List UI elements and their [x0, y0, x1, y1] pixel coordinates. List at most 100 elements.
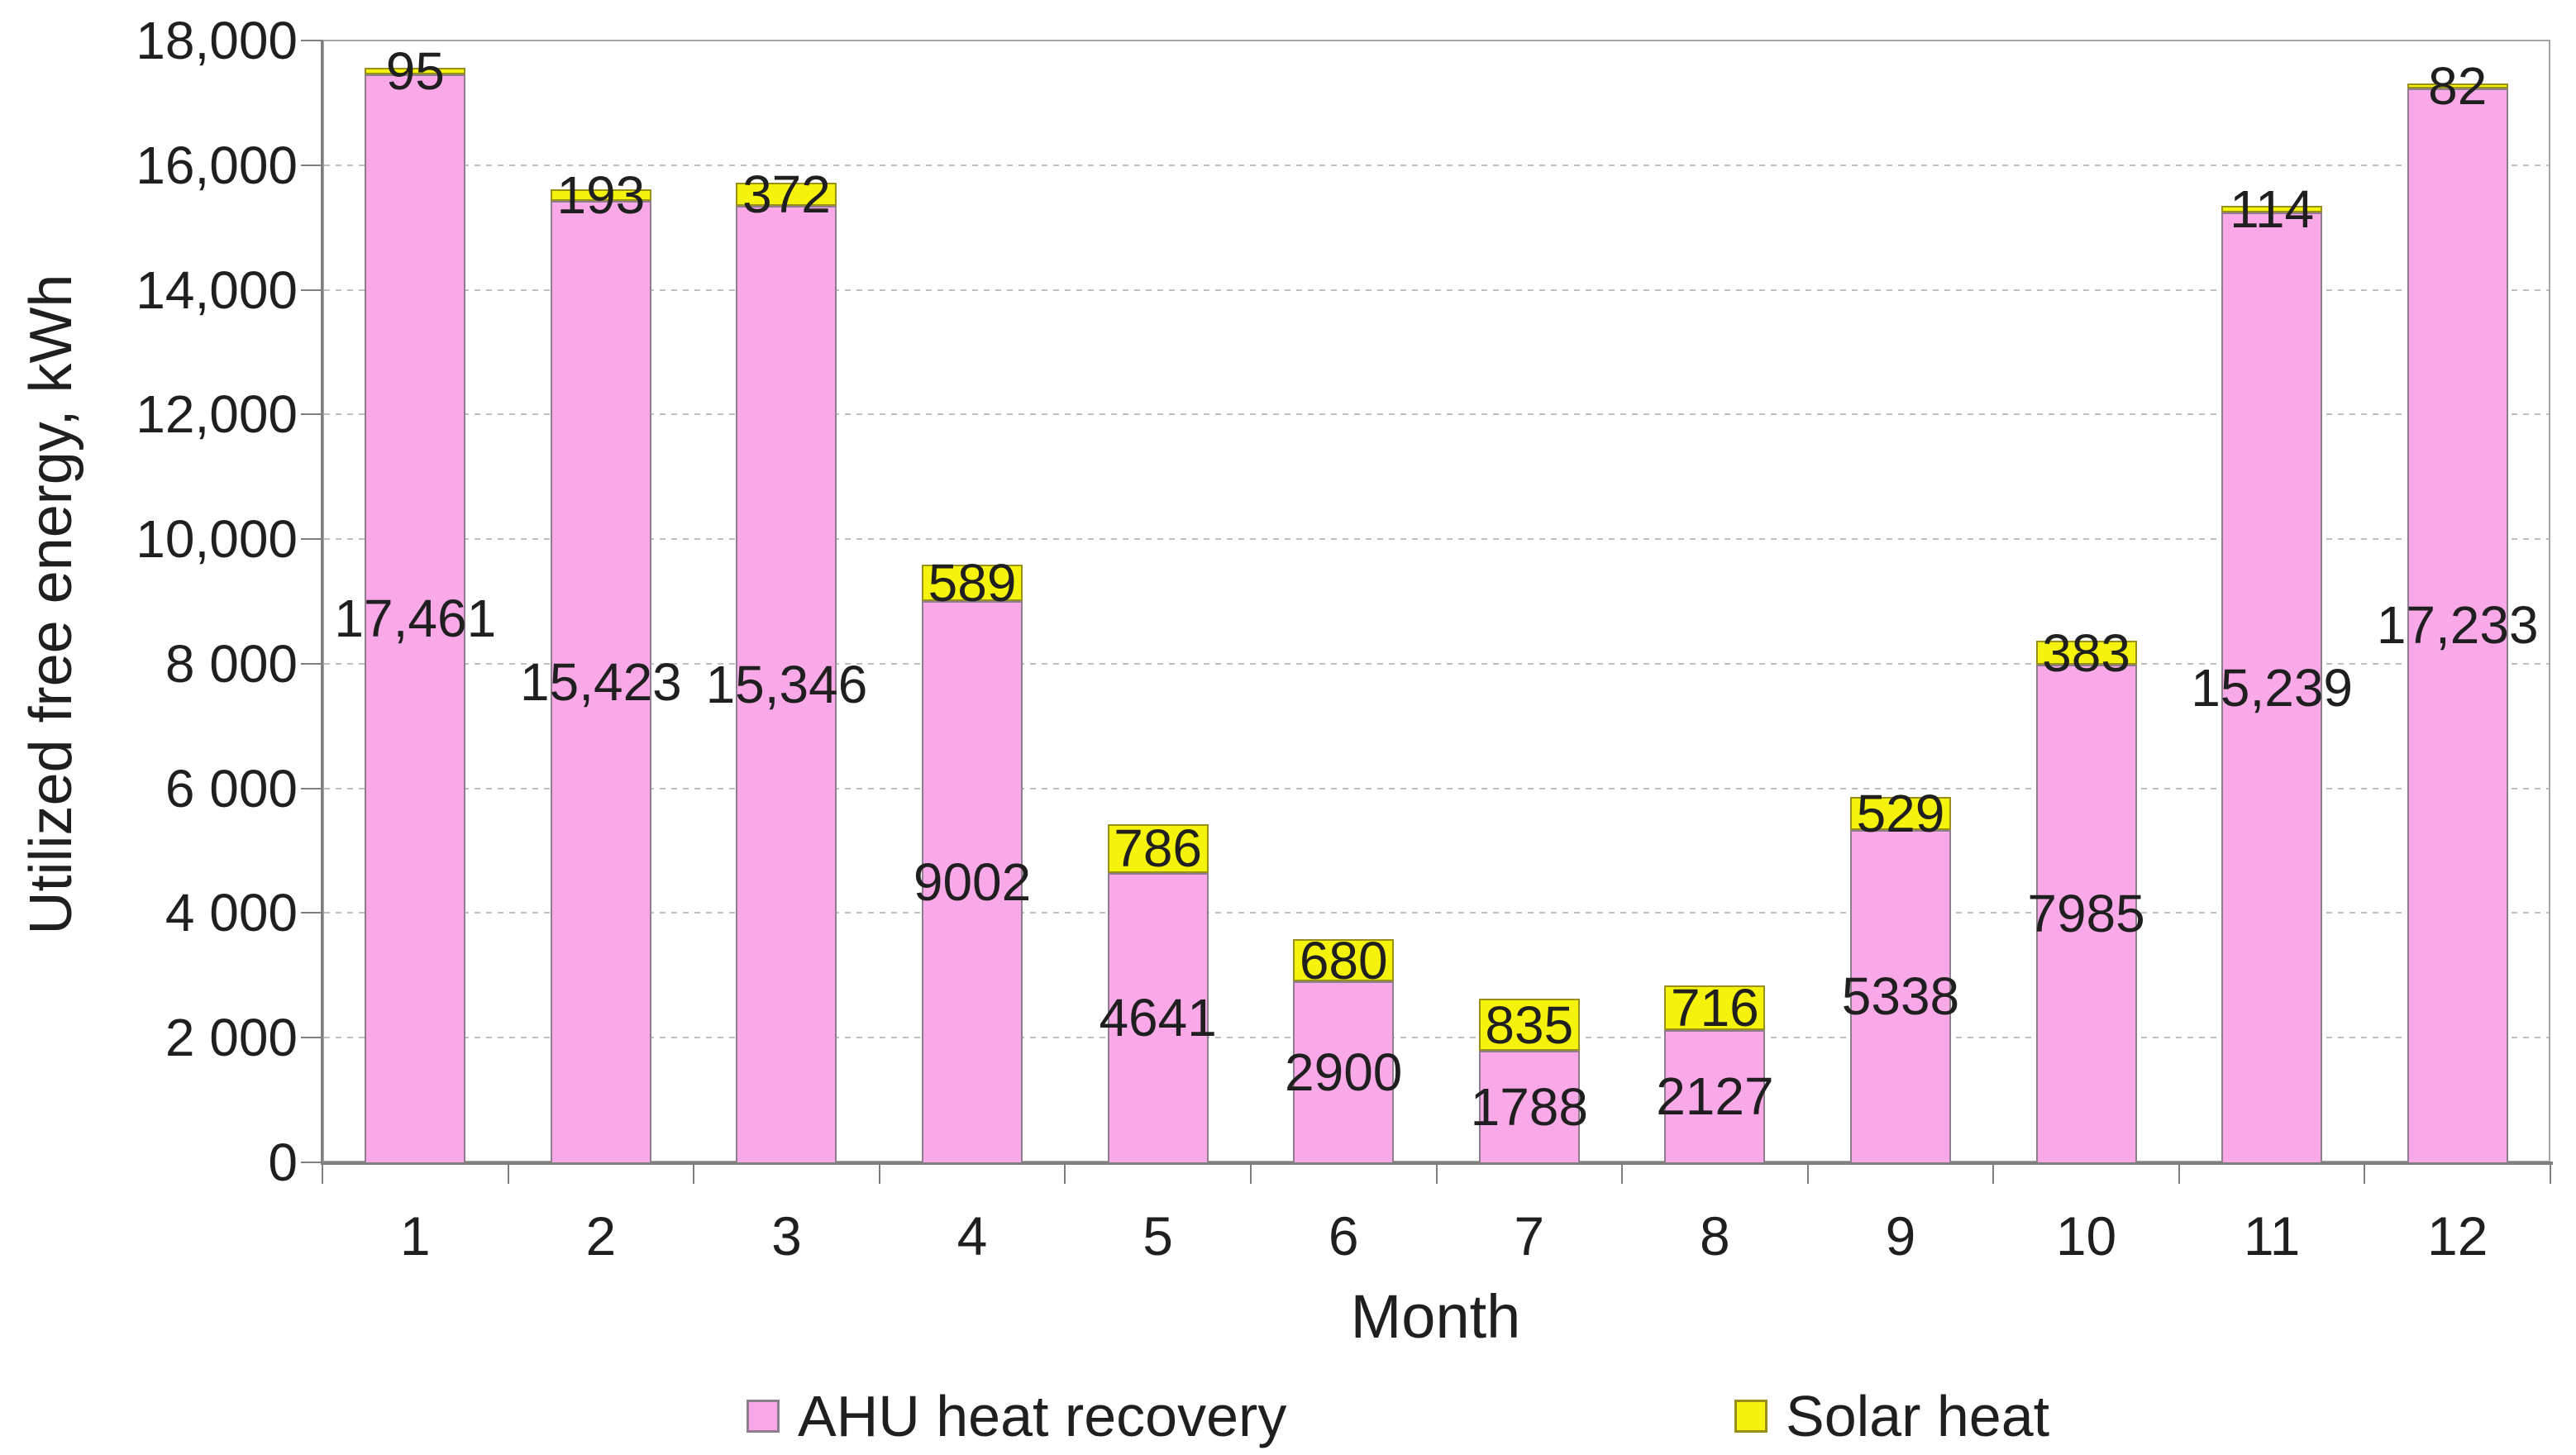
bar-label-solar-month-12: 82 [2428, 55, 2488, 116]
bar-label-ahu-month-3: 15,346 [705, 654, 868, 714]
bar-segment-solar-month-4 [922, 564, 1023, 602]
x-tick-label-month-11: 11 [2243, 1205, 2301, 1267]
bar-label-solar-month-7: 835 [1485, 995, 1574, 1055]
bar-label-solar-month-11: 114 [2230, 179, 2315, 239]
x-tick-boundary-10 [2178, 1164, 2180, 1184]
y-tick-6000 [301, 787, 321, 790]
bar-segment-solar-month-3 [736, 183, 837, 207]
gridline-10000 [324, 538, 2549, 541]
x-tick-boundary-4 [1064, 1164, 1066, 1184]
bar-segment-ahu-month-1 [365, 74, 466, 1162]
bar-segment-ahu-month-12 [2407, 88, 2508, 1162]
y-tick-label-10000: 10,000 [136, 509, 298, 570]
gridline-16000 [324, 164, 2549, 166]
x-tick-boundary-5 [1249, 1164, 1252, 1184]
y-tick-label-8000: 8 000 [165, 633, 298, 694]
bar-label-solar-month-10: 383 [2042, 623, 2130, 683]
x-tick-label-month-7: 7 [1514, 1205, 1545, 1267]
bar-label-ahu-month-1: 17,461 [334, 588, 497, 648]
bar-segment-solar-month-12 [2407, 83, 2508, 88]
x-tick-boundary-3 [878, 1164, 880, 1184]
bar-segment-solar-month-1 [365, 68, 466, 74]
y-tick-10000 [301, 538, 321, 541]
x-tick-label-month-10: 10 [2055, 1205, 2117, 1267]
bar-label-solar-month-1: 95 [385, 41, 445, 102]
legend-swatch-ahu-heat-recovery [747, 1400, 780, 1433]
x-tick-label-month-9: 9 [1885, 1205, 1916, 1267]
plot-area [322, 40, 2550, 1162]
bar-label-ahu-month-9: 5338 [1841, 966, 1960, 1026]
y-tick-8000 [301, 662, 321, 665]
y-tick-18000 [301, 40, 321, 41]
y-tick-12000 [301, 413, 321, 416]
gridline-4000 [324, 912, 2549, 914]
bar-segment-solar-month-5 [1107, 823, 1209, 874]
bar-label-solar-month-2: 193 [556, 165, 646, 225]
legend: AHU heat recovery Solar heat [0, 1379, 2576, 1453]
x-tick-label-month-1: 1 [399, 1205, 431, 1267]
y-tick-0 [301, 1162, 321, 1163]
bar-segment-ahu-month-2 [550, 201, 651, 1162]
x-tick-label-month-6: 6 [1328, 1205, 1359, 1267]
x-tick-boundary-11 [2364, 1164, 2366, 1184]
bar-label-ahu-month-8: 2127 [1656, 1066, 1774, 1126]
bar-segment-solar-month-10 [2035, 641, 2137, 665]
legend-item-ahu-heat-recovery: AHU heat recovery [747, 1387, 1286, 1445]
bar-segment-solar-month-6 [1293, 939, 1395, 982]
bar-label-solar-month-6: 680 [1299, 930, 1388, 990]
x-tick-boundary-7 [1621, 1164, 1624, 1184]
x-tick-label-month-2: 2 [585, 1205, 617, 1267]
x-tick-label-month-5: 5 [1143, 1205, 1173, 1267]
gridline-14000 [324, 289, 2549, 291]
legend-label-ahu-heat-recovery: AHU heat recovery [798, 1384, 1287, 1448]
bar-label-solar-month-9: 529 [1856, 783, 1945, 843]
bar-label-solar-month-5: 786 [1114, 818, 1203, 879]
bar-label-solar-month-8: 716 [1670, 977, 1759, 1038]
bar-segment-ahu-month-9 [1849, 829, 1951, 1162]
y-axis-title: Utilized free energy, kWh [18, 274, 84, 935]
legend-swatch-solar-heat [1734, 1400, 1767, 1433]
legend-label-solar-heat: Solar heat [1786, 1384, 2050, 1448]
x-tick-boundary-1 [507, 1164, 509, 1184]
bar-segment-solar-month-2 [550, 188, 651, 202]
x-tick-boundary-9 [1992, 1164, 1995, 1184]
gridline-8000 [324, 662, 2549, 665]
y-tick-label-14000: 14,000 [136, 260, 298, 320]
y-tick-label-16000: 16,000 [136, 135, 298, 195]
bar-label-ahu-month-6: 2900 [1285, 1042, 1403, 1102]
bar-label-ahu-month-2: 15,423 [520, 651, 682, 712]
bar-label-ahu-month-5: 4641 [1099, 988, 1217, 1048]
x-tick-label-month-4: 4 [956, 1205, 988, 1267]
bar-label-ahu-month-10: 7985 [2027, 884, 2145, 943]
bar-label-solar-month-3: 372 [742, 165, 831, 225]
y-axis-line [321, 40, 323, 1165]
bar-label-solar-month-4: 589 [928, 553, 1017, 613]
bar-segment-ahu-month-4 [922, 601, 1023, 1162]
x-tick-label-month-8: 8 [1700, 1205, 1730, 1267]
y-tick-label-2000: 2 000 [165, 1008, 298, 1068]
x-tick-boundary-0 [322, 1164, 323, 1184]
gridline-12000 [324, 413, 2549, 416]
y-tick-label-0: 0 [268, 1133, 298, 1192]
bar-segment-solar-month-9 [1849, 796, 1951, 830]
y-tick-2000 [301, 1037, 321, 1039]
y-tick-4000 [301, 912, 321, 914]
bar-segment-ahu-month-5 [1107, 873, 1209, 1162]
x-tick-boundary-2 [693, 1164, 695, 1184]
bar-label-ahu-month-7: 1788 [1470, 1076, 1588, 1137]
legend-item-solar-heat: Solar heat [1734, 1387, 2049, 1445]
y-tick-label-6000: 6 000 [165, 758, 298, 818]
y-tick-14000 [301, 289, 321, 291]
bar-segment-ahu-month-6 [1293, 981, 1395, 1162]
y-tick-label-4000: 4 000 [165, 883, 298, 943]
x-tick-label-month-3: 3 [771, 1205, 802, 1267]
y-tick-label-18000: 18,000 [136, 11, 298, 70]
bar-label-ahu-month-4: 9002 [913, 852, 1032, 912]
bar-segment-ahu-month-11 [2221, 212, 2323, 1162]
x-tick-boundary-6 [1435, 1164, 1438, 1184]
x-axis-title: Month [1350, 1282, 1521, 1351]
bar-label-ahu-month-11: 15,239 [2191, 657, 2353, 718]
bar-segment-ahu-month-7 [1478, 1051, 1580, 1162]
bar-segment-ahu-month-8 [1664, 1029, 1766, 1162]
